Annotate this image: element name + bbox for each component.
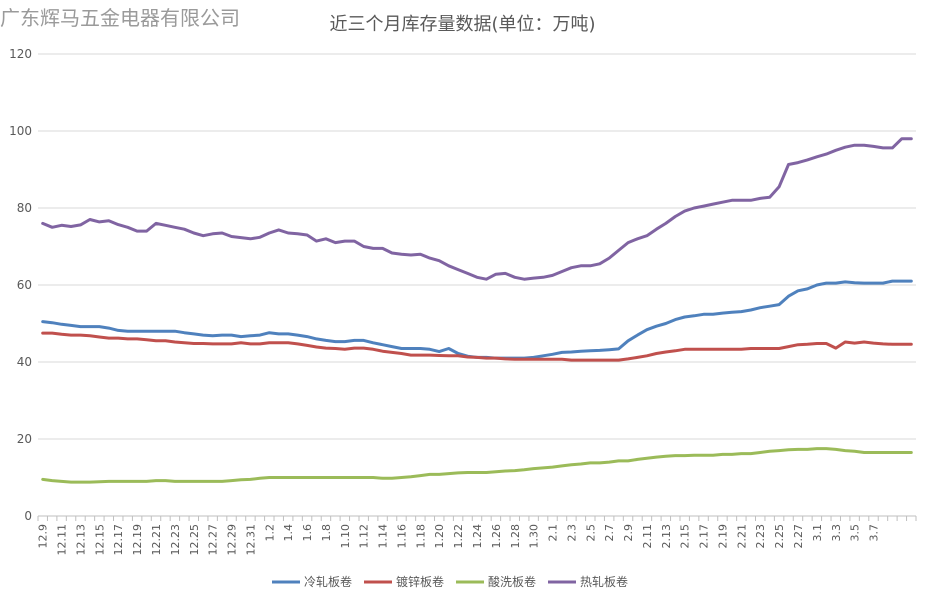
- x-tick-label: 2.3: [565, 524, 578, 542]
- y-axis-ticks: 0 20 40 60 80 100 120: [9, 47, 32, 523]
- x-tick-label: 1.16: [396, 524, 409, 549]
- x-tick-label: 12.29: [226, 524, 239, 556]
- x-tick-label: 12.23: [169, 524, 182, 556]
- x-tick-label: 12.21: [150, 524, 163, 556]
- x-tick-label: 2.7: [603, 524, 616, 542]
- x-tick-label: 12.17: [112, 524, 125, 556]
- x-tick-label: 1.8: [320, 524, 333, 542]
- x-tick-label: 2.11: [641, 524, 654, 549]
- x-tick-label: 12.27: [207, 524, 220, 556]
- series-line: [41, 137, 913, 281]
- x-tick-label: 12.19: [131, 524, 144, 556]
- watermark: 广东辉马五金电器有限公司: [0, 6, 240, 30]
- x-tick-label: 1.30: [528, 524, 541, 549]
- x-tick-label: 2.19: [717, 524, 730, 549]
- x-tick-label: 3.3: [830, 524, 843, 542]
- y-tick-label: 60: [17, 278, 32, 292]
- series-line: [41, 331, 913, 362]
- x-axis: 12.9 12.11 12.13 12.15 12.17 12.19 12.21 12.23 1…: [37, 515, 917, 556]
- x-tick-label: 1.12: [358, 524, 371, 549]
- y-tick-label: 120: [9, 47, 32, 61]
- x-tick-label: 12.31: [244, 524, 257, 556]
- x-tick-label: 12.9: [37, 524, 50, 549]
- x-tick-label: 12.15: [93, 524, 106, 556]
- x-tick-label: 1.22: [452, 524, 465, 549]
- x-tick-label: 1.20: [433, 524, 446, 549]
- x-tick-label: 2.17: [698, 524, 711, 549]
- x-tick-label: 12.11: [56, 524, 69, 556]
- x-tick-label: 1.2: [263, 524, 276, 542]
- series-lines: [41, 137, 913, 484]
- legend-label: 热轧板卷: [580, 574, 628, 589]
- x-tick-label: 2.27: [792, 524, 805, 549]
- x-tick-label: 1.24: [471, 524, 484, 549]
- y-tick-label: 80: [17, 201, 32, 215]
- x-tick-label: 2.1: [547, 524, 560, 542]
- x-tick-label: 2.15: [679, 524, 692, 549]
- legend-label: 镀锌板卷: [396, 574, 444, 589]
- y-tick-label: 100: [9, 124, 32, 138]
- chart-title: 近三个月库存量数据(单位：万吨): [329, 14, 596, 35]
- y-tick-label: 40: [17, 355, 32, 369]
- x-tick-label: 2.5: [584, 524, 597, 542]
- series-line: [41, 279, 913, 360]
- x-tick-label: 3.5: [849, 524, 862, 542]
- x-tick-label: 1.4: [282, 524, 295, 542]
- x-tick-label: 1.6: [301, 524, 314, 542]
- y-tick-label: 20: [17, 432, 32, 446]
- x-tick-label: 1.14: [377, 524, 390, 549]
- legend: 冷轧板卷 镀锌板卷 酸洗板卷 热轧板卷: [272, 574, 628, 589]
- y-tick-label: 0: [24, 509, 32, 523]
- x-tick-label: 2.25: [773, 524, 786, 549]
- x-tick-label: 2.23: [754, 524, 767, 549]
- x-tick-label: 3.1: [811, 524, 824, 542]
- x-tick-label: 2.9: [622, 524, 635, 542]
- x-tick-label: 1.26: [490, 524, 503, 549]
- x-tick-label: 3.7: [868, 524, 881, 542]
- series-line: [41, 447, 913, 484]
- x-tick-label: 1.10: [339, 524, 352, 549]
- gridlines: [38, 53, 916, 440]
- x-tick-label: 2.13: [660, 524, 673, 549]
- x-tick-label: 1.18: [414, 524, 427, 549]
- legend-label: 冷轧板卷: [304, 574, 352, 589]
- x-tick-label: 12.13: [75, 524, 88, 556]
- legend-label: 酸洗板卷: [488, 574, 536, 589]
- x-tick-label: 2.21: [735, 524, 748, 549]
- x-tick-label: 12.25: [188, 524, 201, 556]
- x-tick-label: 1.28: [509, 524, 522, 549]
